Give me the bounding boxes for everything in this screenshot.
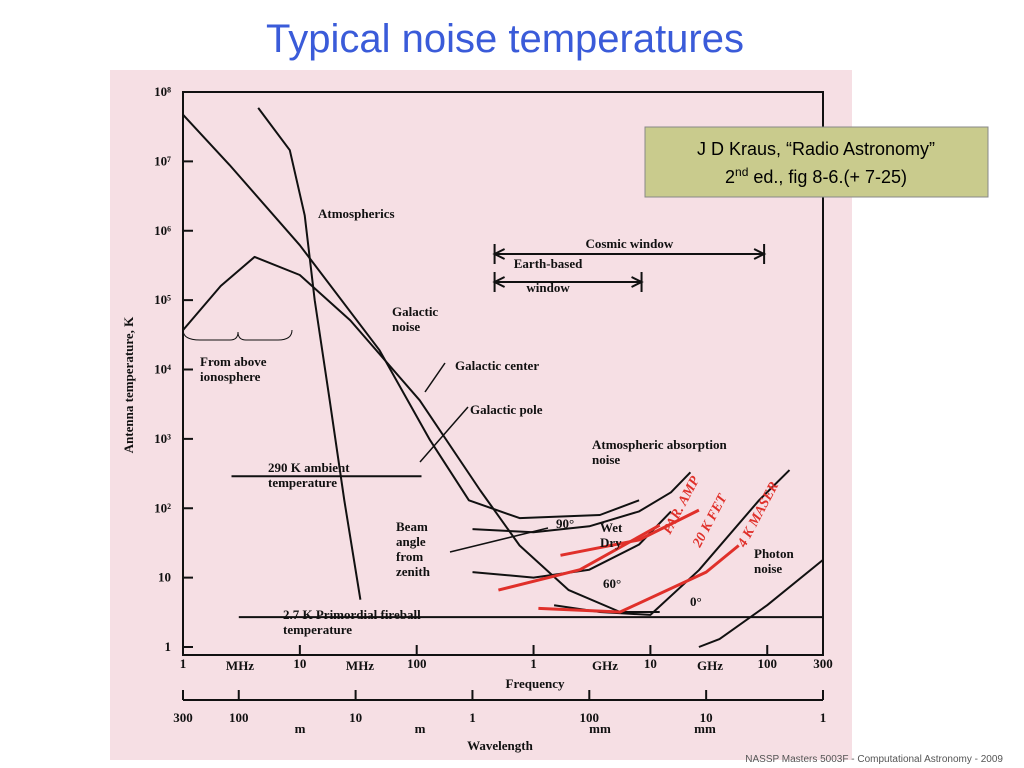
series-line [182, 255, 660, 613]
x2-tick-label: 10 [349, 710, 362, 725]
annotation: noise [592, 452, 620, 467]
y-tick-label: 10³ [154, 431, 171, 446]
annotation: Photon [754, 546, 795, 561]
slide-title: Typical noise temperatures [266, 17, 744, 61]
citation-box [644, 126, 989, 198]
series-line [472, 471, 692, 534]
x-unit: GHz [592, 658, 618, 673]
annotation: Wet [600, 520, 623, 535]
x2-unit: m [415, 721, 426, 736]
annotation: From above [200, 354, 267, 369]
annotation: temperature [268, 475, 337, 490]
y-tick-label: 10² [154, 500, 171, 515]
window-label: Earth-based [514, 256, 583, 271]
annotation: Galactic [392, 304, 438, 319]
x-unit: MHz [346, 658, 374, 673]
y-tick-label: 1 [165, 639, 172, 654]
annotation: Galactic pole [470, 402, 543, 417]
annotation: noise [754, 561, 782, 576]
y-tick-label: 10⁴ [154, 362, 171, 377]
series-line [698, 559, 824, 648]
annotation: 60° [603, 576, 621, 591]
y-tick-label: 10⁸ [154, 84, 171, 99]
series-line [257, 107, 362, 600]
x2-tick-label: 1 [820, 710, 827, 725]
annotation: 90° [556, 516, 574, 531]
annotation: 2.7 K Primordial fireball [283, 607, 421, 622]
x2-axis-title: Wavelength [467, 738, 533, 753]
annotation: angle [396, 534, 426, 549]
x2-unit: mm [589, 721, 611, 736]
citation-line: 2nd ed., fig 8-6.(+ 7-25) [725, 165, 907, 187]
window-label: Cosmic window [585, 236, 673, 251]
x2-tick-label: 100 [580, 710, 600, 725]
annotation: ionosphere [200, 369, 261, 384]
window-range [492, 272, 644, 292]
y-tick-label: 10⁵ [154, 292, 171, 307]
y-tick-label: 10⁷ [154, 153, 171, 168]
annotation: Dry [600, 535, 622, 550]
x-tick-label: 10 [644, 656, 657, 671]
x-tick-label: 300 [813, 656, 833, 671]
x-tick-label: 100 [407, 656, 427, 671]
annotation: Atmospheric absorption [592, 437, 727, 452]
annotation: zenith [396, 564, 431, 579]
x2-tick-label: 10 [700, 710, 713, 725]
x-axis-title: Frequency [506, 676, 565, 691]
x-tick-label: 1 [180, 656, 187, 671]
x2-tick-label: 100 [229, 710, 249, 725]
x2-tick-label: 1 [469, 710, 476, 725]
annotation: Galactic center [455, 358, 539, 373]
citation-text: 2 [725, 167, 735, 187]
annotation: Atmospherics [318, 206, 395, 221]
citation-text: ed., fig 8-6.(+ 7-25) [748, 167, 907, 187]
window-label: window [526, 280, 570, 295]
series-line [538, 544, 740, 614]
series-line [560, 508, 700, 557]
bracket [182, 329, 293, 341]
x-tick-label: 1 [530, 656, 537, 671]
annotation: temperature [283, 622, 352, 637]
x-tick-label: 100 [757, 656, 777, 671]
x2-tick-label: 300 [173, 710, 193, 725]
x2-unit: mm [694, 721, 716, 736]
x2-unit: m [295, 721, 306, 736]
y-tick-label: 10⁶ [154, 223, 171, 238]
plot-frame [182, 91, 824, 656]
annotation: from [396, 549, 423, 564]
annotation: Beam [396, 519, 428, 534]
x-unit: GHz [697, 658, 723, 673]
window-range [492, 244, 767, 264]
citation-line: J D Kraus, “Radio Astronomy” [697, 139, 935, 159]
y-tick-label: 10 [158, 570, 171, 585]
annotation: 0° [690, 594, 702, 609]
citation-sup: nd [735, 165, 748, 179]
footer: NASSP Masters 5003F - Computational Astr… [745, 754, 1003, 765]
y-axis-title: Antenna temperature, K [121, 316, 136, 453]
x-unit: MHz [226, 658, 254, 673]
x-tick-label: 10 [293, 656, 306, 671]
series-line [182, 114, 640, 520]
annotation: 290 K ambient [268, 460, 350, 475]
annotation: noise [392, 319, 420, 334]
